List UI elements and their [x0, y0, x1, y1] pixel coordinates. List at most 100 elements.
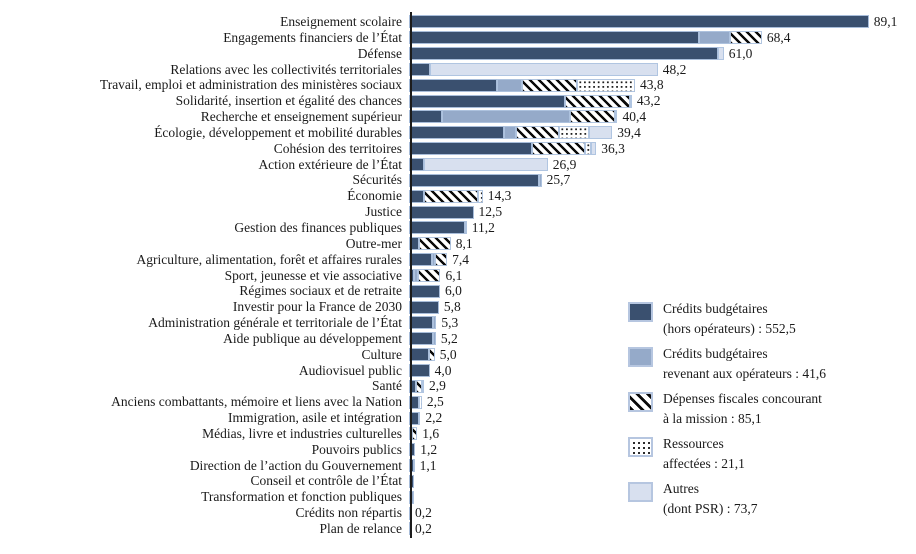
bar-segment-ressources — [584, 142, 592, 156]
bar-segment-ressources — [559, 126, 590, 140]
bar — [409, 316, 437, 330]
bar-segment-fiscales — [434, 253, 448, 267]
mission-label: Culture — [361, 346, 403, 362]
bar — [409, 268, 441, 282]
bar-segment-fiscales — [569, 110, 615, 124]
bar — [409, 158, 548, 172]
bar-segment-budgetaires — [409, 221, 466, 235]
mission-label: Anciens combattants, mémoire et liens av… — [111, 394, 402, 410]
chart-row: Agriculture, alimentation, forêt et affa… — [0, 252, 916, 268]
mission-label: Direction de l’action du Gouvernement — [189, 457, 402, 473]
value-label: 14,3 — [487, 188, 512, 204]
bar-segment-operateurs — [419, 411, 421, 425]
chart-row: Enseignement scolaire 89,1 — [0, 14, 916, 30]
bar — [409, 94, 632, 108]
legend: Crédits budgétaires (hors opérateurs) : … — [628, 299, 826, 524]
chart-row: Anciens combattants, mémoire et liens av… — [0, 394, 916, 410]
legend-label-line: affectées : 21,1 — [663, 456, 745, 471]
mission-label: Plan de relance — [319, 521, 402, 536]
chart-row: Audiovisuel public 4,0 — [0, 363, 916, 379]
bar-segment-budgetaires — [409, 395, 419, 409]
legend-label-line: Ressources — [663, 436, 724, 451]
value-label: 48,2 — [662, 61, 687, 77]
bar — [409, 189, 483, 203]
bar — [409, 237, 451, 251]
value-label: 1,6 — [422, 425, 440, 441]
bar-segment-operateurs — [413, 268, 418, 282]
value-label: 8,1 — [455, 235, 473, 251]
chart-row: Cohésion des territoires 36,3 — [0, 141, 916, 157]
chart-row: Outre-mer 8,1 — [0, 236, 916, 252]
chart-row: Pouvoirs publics 1,2 — [0, 442, 916, 458]
value-label: 11,2 — [471, 219, 495, 235]
bar — [409, 253, 448, 267]
value-label: 36,3 — [601, 140, 625, 156]
bar-segment-budgetaires — [409, 379, 416, 393]
mission-label: Pouvoirs publics — [311, 441, 402, 457]
value-label: 6,0 — [444, 283, 462, 299]
legend-item-ressources-affectees: Ressources affectées : 21,1 — [628, 434, 826, 474]
bar-segment-autres — [421, 379, 424, 393]
chart-rows-area: Enseignement scolaire 89,1 Engagements fin… — [0, 14, 916, 537]
mission-label: Agriculture, alimentation, forêt et affa… — [136, 251, 402, 267]
bar-segment-operateurs — [539, 173, 542, 187]
mission-label: Travail, emploi et administration des mi… — [99, 77, 402, 93]
chart-row: Relations avec les collectivités territo… — [0, 62, 916, 78]
bar-segment-budgetaires — [409, 316, 434, 330]
mission-label: Recherche et enseignement supérieur — [200, 109, 402, 125]
bar-segment-budgetaires — [409, 284, 440, 298]
y-axis-line — [410, 12, 412, 538]
legend-swatch-budgetaires-icon — [628, 302, 653, 322]
chart-row: Administration générale et territoriale … — [0, 315, 916, 331]
mission-label: Solidarité, insertion et égalité des cha… — [175, 93, 402, 109]
bar-segment-fiscales — [415, 379, 422, 393]
bar-segment-fiscales — [412, 427, 418, 441]
chart-row: Gestion des finances publiques 11,2 — [0, 220, 916, 236]
mission-label: Relations avec les collectivités territo… — [170, 61, 402, 77]
bar — [409, 363, 430, 377]
mission-label: Gestion des finances publiques — [234, 219, 402, 235]
bar-segment-fiscales — [418, 237, 451, 251]
bar-segment-budgetaires — [409, 363, 430, 377]
chart-row: Investir pour la France de 2030 5,8 — [0, 299, 916, 315]
bar — [409, 31, 762, 45]
legend-label-line: Autres — [663, 481, 699, 496]
mission-label: Enseignement scolaire — [280, 14, 402, 29]
mission-label: Conseil et contrôle de l’État — [250, 473, 402, 489]
bar — [409, 126, 613, 140]
bar — [409, 522, 411, 536]
mission-label: Régimes sociaux et de retraite — [239, 283, 402, 299]
value-label: 2,5 — [426, 394, 444, 410]
bar — [409, 411, 421, 425]
bar-segment-fiscales — [424, 189, 478, 203]
value-label: 89,1 — [873, 14, 898, 29]
mission-label: Justice — [365, 204, 402, 220]
bar — [409, 62, 658, 76]
bar-segment-budgetaires — [409, 506, 411, 520]
mission-label: Outre-mer — [345, 235, 402, 251]
value-label: 68,4 — [766, 29, 791, 45]
value-label: 26,9 — [552, 156, 577, 172]
bar-segment-fiscales — [417, 268, 441, 282]
bar-segment-fiscales — [564, 94, 630, 108]
bar-segment-operateurs — [698, 31, 730, 45]
bar-segment-budgetaires — [409, 522, 411, 536]
bar-segment-fiscales — [515, 126, 560, 140]
mission-label: Aide publique au développement — [223, 330, 402, 346]
bar — [409, 379, 424, 393]
bar — [409, 173, 542, 187]
chart-row: Plan de relance 0,2 — [0, 521, 916, 537]
bar-segment-budgetaires — [409, 47, 718, 61]
bar-segment-operateurs — [433, 332, 436, 346]
bar — [409, 142, 597, 156]
bar-segment-autres — [423, 158, 548, 172]
chart-row: Aide publique au développement 5,2 — [0, 331, 916, 347]
value-label: 1,1 — [419, 457, 437, 473]
bar-segment-budgetaires — [409, 411, 420, 425]
value-label: 2,2 — [425, 410, 443, 426]
value-label: 0,2 — [415, 521, 432, 536]
mission-label: Économie — [347, 188, 402, 204]
bar-segment-autres — [429, 62, 658, 76]
mission-label: Santé — [372, 378, 402, 394]
